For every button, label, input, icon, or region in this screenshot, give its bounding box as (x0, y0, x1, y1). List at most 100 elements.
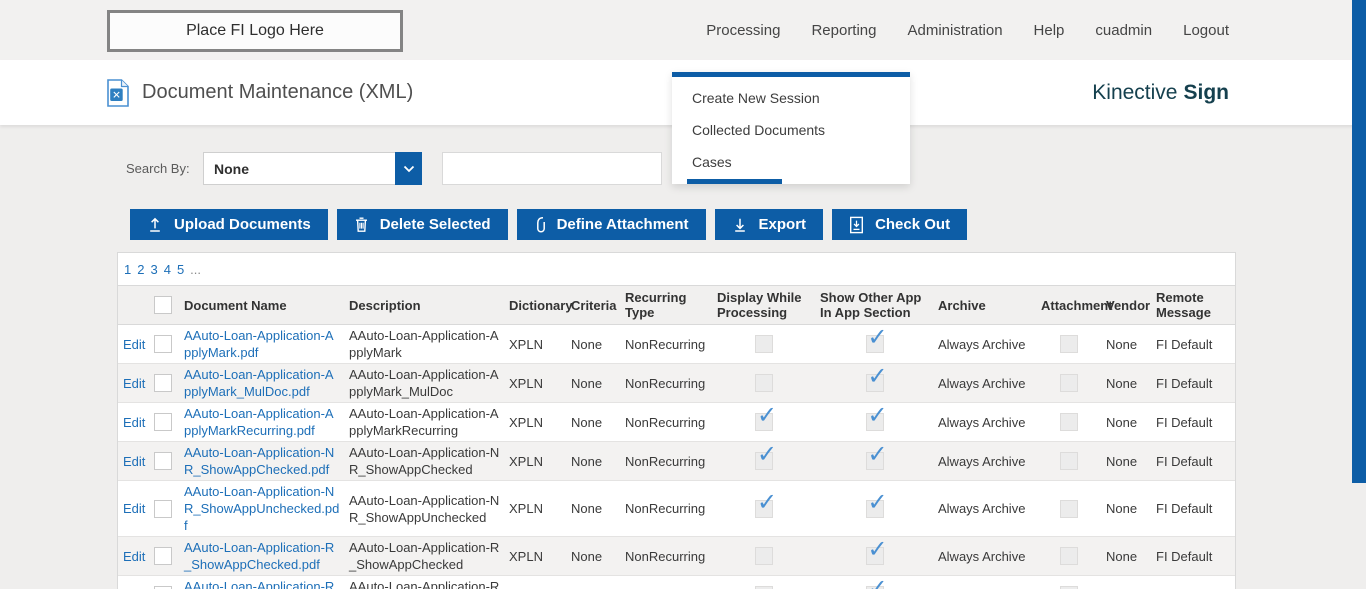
document-name-link[interactable]: AAuto-Loan-Application-R_ShowAppUnchecke… (184, 579, 335, 589)
display-while-processing-checkbox[interactable] (755, 374, 773, 392)
document-name-link[interactable]: AAuto-Loan-Application-NR_ShowAppUncheck… (184, 484, 340, 533)
row-select-checkbox[interactable] (154, 335, 172, 353)
vendor-cell: None (1106, 453, 1138, 469)
row-select-checkbox[interactable] (154, 452, 172, 470)
button-label: Delete Selected (379, 216, 491, 233)
attachment-checkbox[interactable] (1060, 335, 1078, 353)
show-other-app-checkbox[interactable]: ✓ (865, 490, 888, 518)
menu-item-collected-documents[interactable]: Collected Documents (692, 122, 826, 138)
delete-selected-button[interactable]: Delete Selected (336, 209, 508, 240)
document-name-link[interactable]: AAuto-Loan-Application-ApplyMark.pdf (184, 328, 334, 360)
attachment-checkbox[interactable] (1060, 374, 1078, 392)
show-other-app-checkbox[interactable]: ✓ (865, 403, 888, 431)
page-link-5[interactable]: 5 (176, 262, 185, 277)
document-name-cell: AAuto-Loan-Application-NR_ShowAppUncheck… (179, 481, 344, 536)
button-label: Upload Documents (174, 216, 311, 233)
edit-link[interactable]: Edit (123, 501, 146, 516)
display-while-processing-checkbox[interactable] (755, 586, 773, 589)
attachment-checkbox[interactable] (1060, 413, 1078, 431)
show-other-app-checkbox[interactable]: ✓ (865, 364, 888, 392)
trash-icon (354, 216, 369, 233)
table-row: Edit AAuto-Loan-Application-ApplyMark.pdf… (118, 325, 1235, 364)
edit-link[interactable]: Edit (123, 414, 146, 430)
menu-item-cases[interactable]: Cases (692, 154, 732, 170)
show-other-app-checkbox[interactable]: ✓ (865, 442, 888, 470)
define-attachment-button[interactable]: Define Attachment (516, 209, 706, 240)
document-name-link[interactable]: AAuto-Loan-Application-ApplyMark_MulDoc.… (184, 367, 334, 399)
attachment-checkbox[interactable] (1060, 452, 1078, 470)
archive-cell: Always Archive (938, 453, 1026, 469)
row-check-cell (149, 364, 179, 402)
attachment-checkbox[interactable] (1060, 499, 1078, 518)
document-name-link[interactable]: AAuto-Loan-Application-ApplyMarkRecurrin… (184, 406, 334, 438)
select-all-checkbox[interactable] (154, 296, 172, 314)
vertical-scrollbar[interactable] (1352, 0, 1366, 589)
display-while-processing-checkbox[interactable]: ✓ (755, 442, 777, 470)
search-input[interactable] (442, 152, 662, 185)
col-header-dictionary: Dictionary (509, 297, 573, 313)
edit-cell: Edit (118, 442, 149, 480)
criteria-cell: None (571, 336, 603, 352)
chevron-down-icon[interactable] (395, 152, 422, 185)
edit-link[interactable]: Edit (123, 587, 145, 589)
page-link-1[interactable]: 1 (124, 262, 132, 277)
row-select-checkbox[interactable] (154, 499, 172, 518)
edit-cell: Edit (118, 481, 149, 536)
edit-link[interactable]: Edit (123, 453, 146, 469)
attachment-checkbox[interactable] (1060, 547, 1078, 565)
nav-item-cuadmin[interactable]: cuadmin (1095, 21, 1153, 39)
paperclip-icon (534, 216, 546, 234)
dictionary-cell: XPLN (509, 336, 543, 352)
scrollbar-thumb[interactable] (1352, 0, 1366, 483)
show-other-app-cell: ✓ (815, 481, 933, 536)
row-select-checkbox[interactable] (154, 413, 172, 431)
pagination: 1 2 3 4 5... (118, 253, 1235, 285)
nav-item-administration[interactable]: Administration (907, 21, 1003, 39)
page-link-4[interactable]: 4 (163, 262, 171, 277)
table-body: Edit AAuto-Loan-Application-ApplyMark.pdf… (118, 325, 1235, 589)
nav-item-help[interactable]: Help (1033, 21, 1065, 39)
row-check-cell (149, 325, 179, 363)
row-select-checkbox[interactable] (154, 586, 172, 589)
edit-link[interactable]: Edit (123, 336, 146, 352)
vendor-cell: None (1106, 414, 1138, 430)
nav-item-logout[interactable]: Logout (1183, 21, 1229, 39)
archive-cell: Always Archive (938, 375, 1026, 391)
show-other-app-checkbox[interactable]: ✓ (865, 325, 888, 353)
nav-item-processing[interactable]: Processing (706, 21, 781, 39)
show-other-app-checkbox[interactable]: ✓ (865, 576, 888, 589)
display-while-processing-checkbox[interactable]: ✓ (755, 490, 777, 518)
nav-item-reporting[interactable]: Reporting (811, 21, 877, 39)
remote-message-cell: FI Default (1156, 548, 1213, 564)
show-other-app-cell: ✓ (815, 442, 933, 480)
document-name-cell: AAuto-Loan-Application-R_ShowAppUnchecke… (179, 576, 344, 589)
menu-item-create-new-session[interactable]: Create New Session (692, 90, 820, 106)
row-select-checkbox[interactable] (154, 547, 172, 565)
table-row: Edit AAuto-Loan-Application-ApplyMark_Mul… (118, 364, 1235, 403)
display-while-processing-cell (712, 576, 815, 589)
checkmark-icon: ✓ (867, 440, 888, 468)
upload-documents-button[interactable]: Upload Documents (130, 209, 328, 240)
display-while-processing-checkbox[interactable] (755, 335, 773, 353)
document-name-link[interactable]: AAuto-Loan-Application-R_ShowAppChecked.… (184, 540, 335, 572)
row-select-checkbox[interactable] (154, 374, 172, 392)
archive-cell: Always Archive (938, 336, 1026, 352)
show-other-app-cell: ✓ (815, 403, 933, 441)
vendor-cell: None (1106, 375, 1138, 391)
attachment-checkbox[interactable] (1060, 586, 1078, 589)
page-link-2[interactable]: 2 (137, 262, 145, 277)
criteria-cell: None (571, 548, 603, 564)
table-row: Edit AAuto-Loan-Application-NR_ShowAppUnc… (118, 481, 1235, 537)
show-other-app-checkbox[interactable]: ✓ (865, 537, 888, 565)
search-by-select[interactable]: None (203, 152, 422, 185)
display-while-processing-checkbox[interactable]: ✓ (755, 403, 777, 431)
edit-link[interactable]: Edit (123, 548, 146, 564)
page-link-3[interactable]: 3 (150, 262, 158, 277)
check-out-button[interactable]: Check Out (832, 209, 968, 240)
display-while-processing-checkbox[interactable] (755, 547, 773, 565)
export-button[interactable]: Export (714, 209, 824, 240)
edit-cell: Edit (118, 364, 149, 402)
edit-link[interactable]: Edit (123, 375, 146, 391)
show-other-app-cell: ✓ (815, 576, 933, 589)
document-name-link[interactable]: AAuto-Loan-Application-NR_ShowAppChecked… (184, 445, 335, 477)
